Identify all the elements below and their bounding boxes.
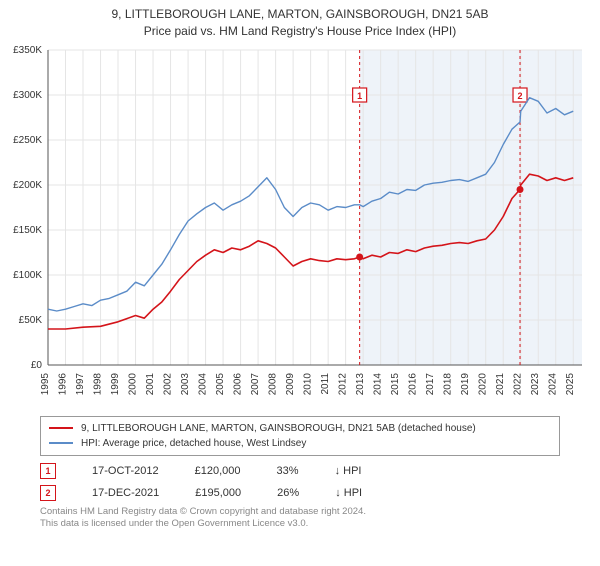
svg-text:2023: 2023	[530, 372, 541, 395]
svg-text:2010: 2010	[303, 372, 314, 395]
title-line2: Price paid vs. HM Land Registry's House …	[0, 23, 600, 40]
svg-text:2020: 2020	[478, 372, 489, 395]
svg-text:2008: 2008	[268, 372, 279, 395]
line-chart: £0 £50K £100K £150K £200K £250K £300K £350K 1995…	[0, 40, 600, 410]
svg-text:2014: 2014	[373, 372, 384, 395]
marker-price: £120,000	[195, 465, 241, 477]
svg-text:1995: 1995	[40, 372, 51, 395]
marker-date: 17-OCT-2012	[92, 465, 159, 477]
svg-text:2001: 2001	[145, 372, 156, 395]
svg-text:£350K: £350K	[13, 45, 42, 56]
svg-text:2019: 2019	[460, 372, 471, 395]
svg-text:2021: 2021	[495, 372, 506, 395]
svg-text:2007: 2007	[250, 372, 261, 395]
svg-text:2025: 2025	[565, 372, 576, 395]
table-row: 2 17-DEC-2021 £195,000 26% ↓ HPI	[40, 482, 560, 504]
svg-text:2022: 2022	[513, 372, 524, 395]
chart-container: 9, LITTLEBOROUGH LANE, MARTON, GAINSBORO…	[0, 6, 600, 530]
legend: 9, LITTLEBOROUGH LANE, MARTON, GAINSBORO…	[40, 416, 560, 456]
svg-text:2011: 2011	[320, 372, 331, 394]
marker-rel: ↓ HPI	[335, 487, 362, 499]
marker-pct: 26%	[277, 487, 299, 499]
svg-text:2013: 2013	[355, 372, 366, 395]
svg-text:2005: 2005	[215, 372, 226, 395]
svg-text:£0: £0	[31, 360, 43, 371]
svg-text:2000: 2000	[128, 372, 139, 395]
svg-text:1996: 1996	[58, 372, 69, 395]
legend-row: 9, LITTLEBOROUGH LANE, MARTON, GAINSBORO…	[49, 421, 551, 436]
svg-text:£200K: £200K	[13, 180, 42, 191]
chart-area: £0 £50K £100K £150K £200K £250K £300K £350K 1995…	[0, 40, 600, 410]
svg-text:2015: 2015	[390, 372, 401, 395]
table-row: 1 17-OCT-2012 £120,000 33% ↓ HPI	[40, 460, 560, 482]
legend-label: HPI: Average price, detached house, West…	[81, 436, 306, 451]
svg-text:£100K: £100K	[13, 270, 42, 281]
svg-text:£250K: £250K	[13, 135, 42, 146]
legend-swatch	[49, 442, 73, 444]
svg-text:2018: 2018	[443, 372, 454, 395]
markers-table: 1 17-OCT-2012 £120,000 33% ↓ HPI 2 17-DE…	[40, 460, 560, 504]
marker-date: 17-DEC-2021	[92, 487, 159, 499]
svg-text:2002: 2002	[163, 372, 174, 395]
marker-pct: 33%	[277, 465, 299, 477]
marker-price: £195,000	[195, 487, 241, 499]
svg-text:2012: 2012	[338, 372, 349, 395]
svg-text:2003: 2003	[180, 372, 191, 395]
svg-text:£150K: £150K	[13, 225, 42, 236]
svg-text:2004: 2004	[198, 372, 209, 395]
title-line1: 9, LITTLEBOROUGH LANE, MARTON, GAINSBORO…	[0, 6, 600, 23]
svg-text:1997: 1997	[75, 372, 86, 395]
footer-licence: Contains HM Land Registry data © Crown c…	[40, 506, 560, 531]
svg-text:1998: 1998	[93, 372, 104, 395]
svg-text:2009: 2009	[285, 372, 296, 395]
marker-rel: ↓ HPI	[335, 465, 362, 477]
legend-row: HPI: Average price, detached house, West…	[49, 436, 551, 451]
svg-text:£300K: £300K	[13, 90, 42, 101]
legend-label: 9, LITTLEBOROUGH LANE, MARTON, GAINSBORO…	[81, 421, 476, 436]
chart-title: 9, LITTLEBOROUGH LANE, MARTON, GAINSBORO…	[0, 6, 600, 40]
svg-text:2006: 2006	[233, 372, 244, 395]
svg-text:2024: 2024	[548, 372, 559, 395]
marker-box: 2	[40, 485, 56, 501]
svg-text:1999: 1999	[110, 372, 121, 395]
svg-text:£50K: £50K	[19, 315, 43, 326]
svg-text:1: 1	[357, 91, 362, 101]
svg-text:2016: 2016	[408, 372, 419, 395]
marker-box: 1	[40, 463, 56, 479]
legend-swatch	[49, 427, 73, 429]
svg-text:2: 2	[518, 91, 523, 101]
svg-text:2017: 2017	[425, 372, 436, 395]
